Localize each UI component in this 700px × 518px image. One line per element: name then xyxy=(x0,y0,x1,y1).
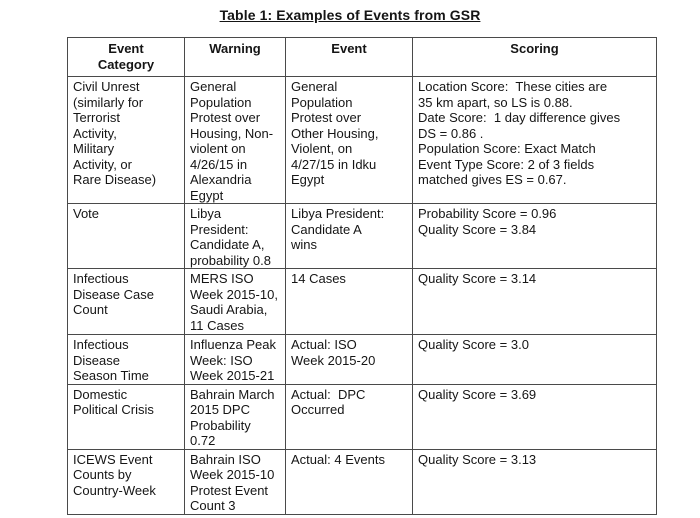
table-row: Civil Unrest (similarly for Terrorist Ac… xyxy=(67,76,657,204)
scoring-cell: Location Score: These cities are 35 km a… xyxy=(412,76,657,204)
event-category-cell: Infectious Disease Case Count xyxy=(67,268,185,335)
scoring-cell: Quality Score = 3.0 xyxy=(412,334,657,385)
warning-cell: MERS ISO Week 2015-10, Saudi Arabia, 11 … xyxy=(184,268,286,335)
scoring-cell: Quality Score = 3.14 xyxy=(412,268,657,335)
warning-cell: Bahrain March 2015 DPC Probability 0.72 xyxy=(184,383,286,450)
event-cell: Libya President: Candidate A wins xyxy=(285,203,413,269)
table-row: Domestic Political Crisis Bahrain March … xyxy=(67,383,657,450)
table-row: ICEWS Event Counts by Country-Week Bahra… xyxy=(67,448,657,515)
scoring-cell: Probability Score = 0.96 Quality Score =… xyxy=(412,203,657,269)
table-row: Infectious Disease Case Count MERS ISO W… xyxy=(67,268,657,335)
event-category-cell: Vote xyxy=(67,203,185,269)
event-cell: Actual: 4 Events xyxy=(285,448,413,515)
scoring-cell: Quality Score = 3.13 xyxy=(412,448,657,515)
column-header-event-category: Event Category xyxy=(67,37,185,77)
column-header-scoring: Scoring xyxy=(412,37,657,77)
event-category-cell: Civil Unrest (similarly for Terrorist Ac… xyxy=(67,76,185,204)
table-row: Infectious Disease Season Time Influenza… xyxy=(67,334,657,385)
warning-cell: Bahrain ISO Week 2015-10 Protest Event C… xyxy=(184,448,286,515)
event-cell: Actual: ISO Week 2015-20 xyxy=(285,334,413,385)
event-category-cell: ICEWS Event Counts by Country-Week xyxy=(67,448,185,515)
column-header-event: Event xyxy=(285,37,413,77)
scoring-cell: Quality Score = 3.69 xyxy=(412,383,657,450)
gsr-events-table: Event Category Warning Event Scoring Civ… xyxy=(67,37,657,515)
warning-cell: Influenza Peak Week: ISO Week 2015-21 xyxy=(184,334,286,385)
warning-cell: General Population Protest over Housing,… xyxy=(184,76,286,204)
event-cell: Actual: DPC Occurred xyxy=(285,383,413,450)
event-cell: 14 Cases xyxy=(285,268,413,335)
event-cell: General Population Protest over Other Ho… xyxy=(285,76,413,204)
header-row: Event Category Warning Event Scoring xyxy=(67,37,657,77)
warning-cell: Libya President: Candidate A, probabilit… xyxy=(184,203,286,269)
event-category-cell: Domestic Political Crisis xyxy=(67,383,185,450)
event-category-cell: Infectious Disease Season Time xyxy=(67,334,185,385)
table-caption: Table 1: Examples of Events from GSR xyxy=(219,7,481,23)
table-row: Vote Libya President: Candidate A, proba… xyxy=(67,203,657,269)
column-header-warning: Warning xyxy=(184,37,286,77)
